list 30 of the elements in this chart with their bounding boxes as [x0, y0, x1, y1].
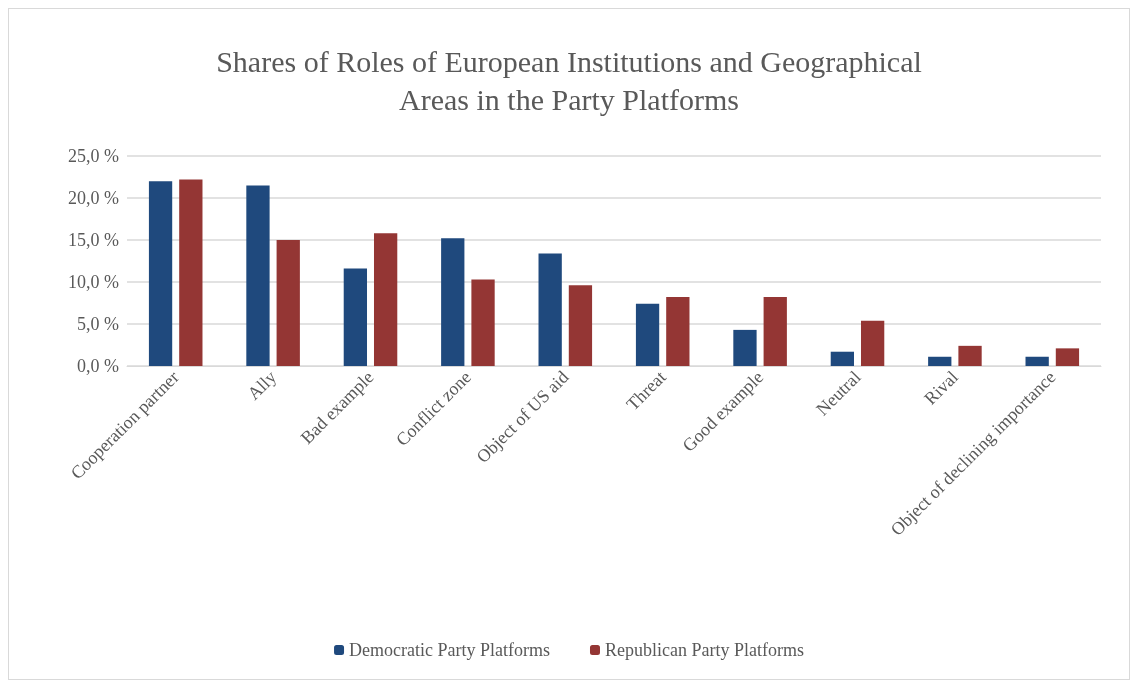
bar: [343, 268, 368, 366]
bar: [568, 285, 593, 366]
bar: [763, 297, 787, 366]
bar: [666, 297, 690, 366]
bar: [148, 181, 173, 366]
bar: [733, 329, 757, 366]
bar: [471, 279, 495, 366]
y-tick-label: 0,0 %: [77, 356, 119, 376]
y-tick-label: 20,0 %: [68, 188, 119, 208]
bar: [860, 320, 885, 366]
bar: [441, 238, 465, 366]
bar: [1025, 356, 1049, 366]
bar: [373, 233, 398, 366]
x-tick-label: Ally: [243, 366, 281, 404]
bar: [635, 303, 660, 366]
bar: [246, 185, 270, 366]
legend-label: Republican Party Platforms: [604, 640, 804, 660]
legend-label: Democratic Party Platforms: [349, 640, 550, 660]
bar: [179, 179, 203, 366]
bar: [928, 356, 952, 366]
chart-title: Shares of Roles of European Institutions and Geographical Areas in the Party Platforms: [216, 44, 922, 116]
bar: [1055, 348, 1080, 366]
bar: [830, 351, 855, 366]
bar: [538, 253, 562, 366]
y-tick-label: 5,0 %: [77, 314, 119, 334]
y-tick-label: 25,0 %: [68, 146, 119, 166]
y-tick-label: 10,0 %: [68, 272, 119, 292]
bar: [276, 240, 300, 366]
y-tick-label: 15,0 %: [68, 230, 119, 250]
bar: [958, 345, 982, 366]
